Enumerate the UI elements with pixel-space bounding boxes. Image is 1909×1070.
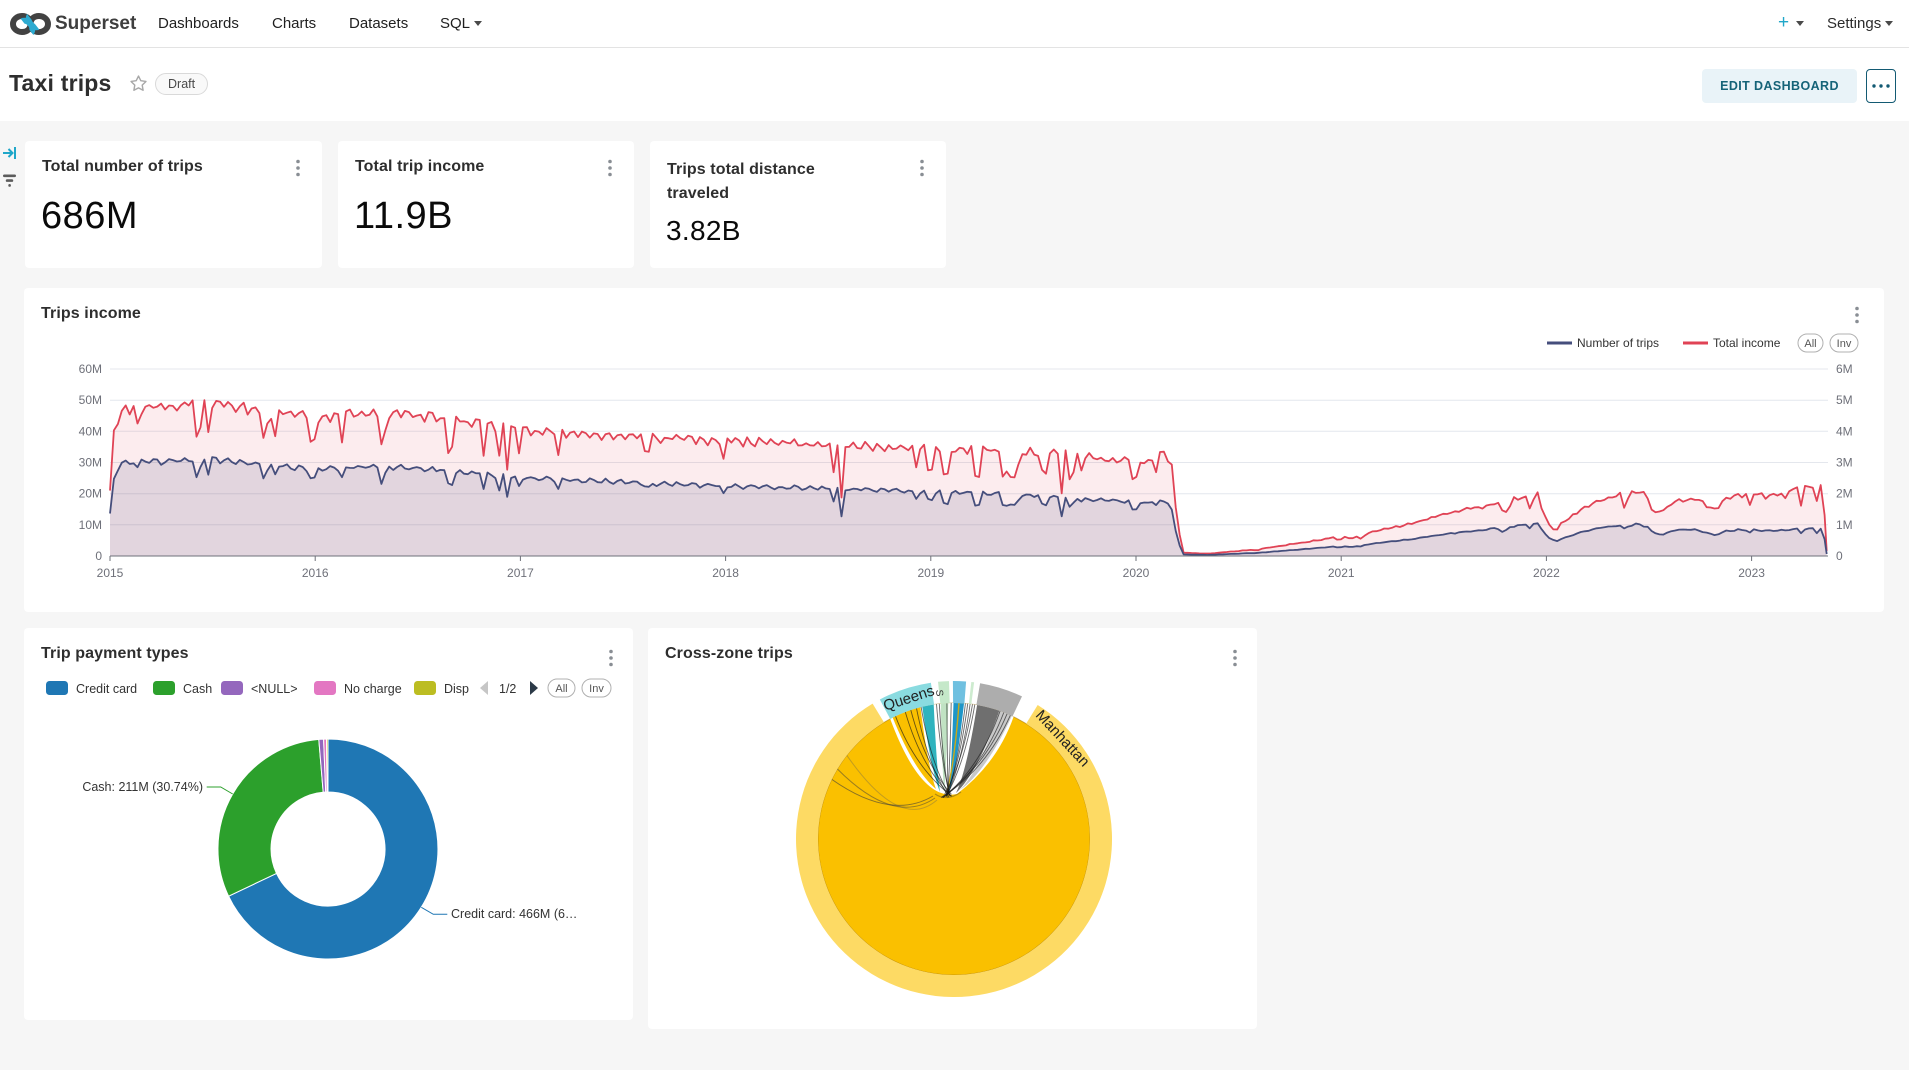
svg-text:2017: 2017: [507, 566, 534, 580]
svg-text:5M: 5M: [1836, 393, 1853, 407]
svg-text:Number of trips: Number of trips: [1577, 336, 1659, 350]
svg-text:20M: 20M: [79, 487, 102, 501]
svg-text:Cash: 211M (30.74%): Cash: 211M (30.74%): [82, 780, 203, 794]
svg-text:4M: 4M: [1836, 424, 1853, 438]
svg-text:2016: 2016: [302, 566, 329, 580]
svg-text:6M: 6M: [1836, 362, 1853, 376]
svg-text:3M: 3M: [1836, 456, 1853, 470]
svg-text:1/2: 1/2: [499, 682, 516, 696]
svg-text:2M: 2M: [1836, 487, 1853, 501]
svg-text:Inv: Inv: [589, 683, 604, 695]
svg-text:2020: 2020: [1123, 566, 1150, 580]
svg-text:Credit card: Credit card: [76, 682, 137, 696]
svg-text:0: 0: [1836, 549, 1843, 563]
svg-text:0: 0: [95, 549, 102, 563]
svg-text:50M: 50M: [79, 393, 102, 407]
svg-text:30M: 30M: [79, 456, 102, 470]
svg-text:Disp: Disp: [444, 682, 469, 696]
svg-text:10M: 10M: [79, 518, 102, 532]
svg-text:2015: 2015: [97, 566, 124, 580]
svg-text:2021: 2021: [1328, 566, 1355, 580]
svg-text:Credit card: 466M (6…: Credit card: 466M (6…: [451, 907, 577, 921]
svg-text:All: All: [555, 683, 567, 695]
svg-text:60M: 60M: [79, 362, 102, 376]
svg-text:Total income: Total income: [1713, 336, 1781, 350]
svg-text:Inv: Inv: [1837, 338, 1852, 350]
svg-text:S: S: [933, 689, 945, 697]
svg-text:2023: 2023: [1738, 566, 1765, 580]
svg-text:<NULL>: <NULL>: [251, 682, 298, 696]
svg-text:1M: 1M: [1836, 518, 1853, 532]
svg-text:No charge: No charge: [344, 682, 402, 696]
svg-text:2022: 2022: [1533, 566, 1560, 580]
svg-text:Cash: Cash: [183, 682, 212, 696]
svg-text:2019: 2019: [917, 566, 944, 580]
svg-text:All: All: [1804, 338, 1816, 350]
svg-text:40M: 40M: [79, 424, 102, 438]
svg-text:2018: 2018: [712, 566, 739, 580]
